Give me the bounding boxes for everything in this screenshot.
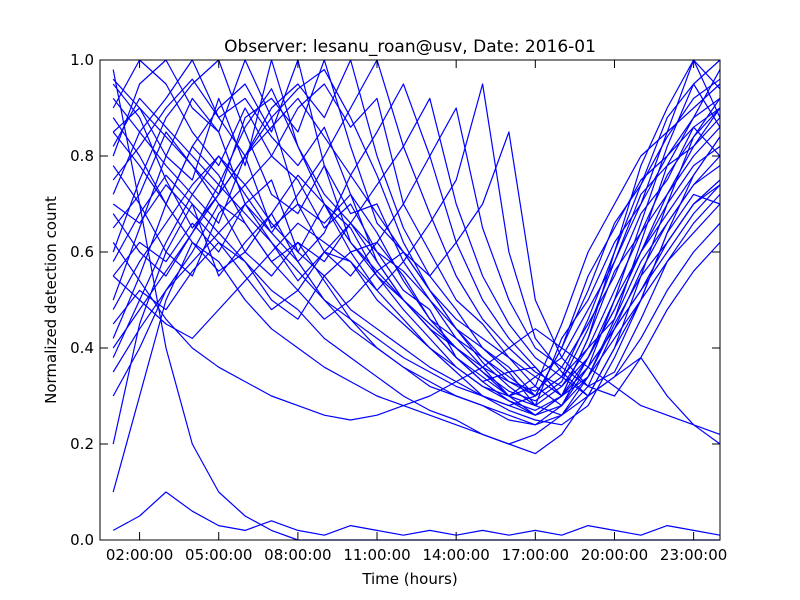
y-tick-label: 1.0 [70,51,94,69]
series-line-14 [112,107,721,387]
x-tick-label: 23:00:00 [660,546,727,564]
x-tick-label: 02:00:00 [106,546,173,564]
series-line-21 [112,136,721,426]
series-line-20 [112,69,721,426]
y-axis-label: Normalized detection count [42,196,60,404]
series-line-7 [112,59,721,397]
series-line-1 [112,59,721,397]
y-axis: 0.0 0.2 0.4 0.6 0.8 1.0 [70,51,720,549]
series-line-19 [112,98,721,455]
x-axis-label: Time (hours) [361,570,457,588]
series-line-18 [112,83,721,426]
series-line-31 [112,68,721,397]
x-tick-label: 05:00:00 [185,546,252,564]
series-line-4 [112,59,721,397]
x-axis: 02:00:00 05:00:00 08:00:00 11:00:00 14:00:00… [106,60,727,564]
series-line-13 [112,97,721,397]
x-tick-label: 17:00:00 [502,546,569,564]
series-line-26 [112,78,721,402]
y-tick-label: 0.0 [70,531,94,549]
y-tick-label: 0.4 [70,339,94,357]
series-line-22 [112,241,721,493]
series-line-12 [112,83,721,445]
x-tick-label: 20:00:00 [581,546,648,564]
series-line-28 [112,88,721,416]
x-tick-label: 08:00:00 [264,546,331,564]
x-tick-label: 14:00:00 [422,546,489,564]
chart-title: Observer: lesanu_roan@usv, Date: 2016-01 [224,37,596,57]
series-line-2 [112,59,721,407]
series-line-30 [112,184,721,411]
series-line-24 [112,491,721,536]
series-line-27 [112,97,721,416]
y-tick-label: 0.8 [70,147,94,165]
plot-area [100,60,720,540]
series-line-17 [112,59,721,416]
series-line-9 [112,59,721,397]
series-line-15 [112,83,721,397]
y-tick-label: 0.6 [70,243,94,261]
x-tick-label: 11:00:00 [343,546,410,564]
series-line-32 [112,203,721,416]
series-line-23 [112,242,721,435]
plot-frame [99,59,721,541]
y-tick-label: 0.2 [70,435,94,453]
